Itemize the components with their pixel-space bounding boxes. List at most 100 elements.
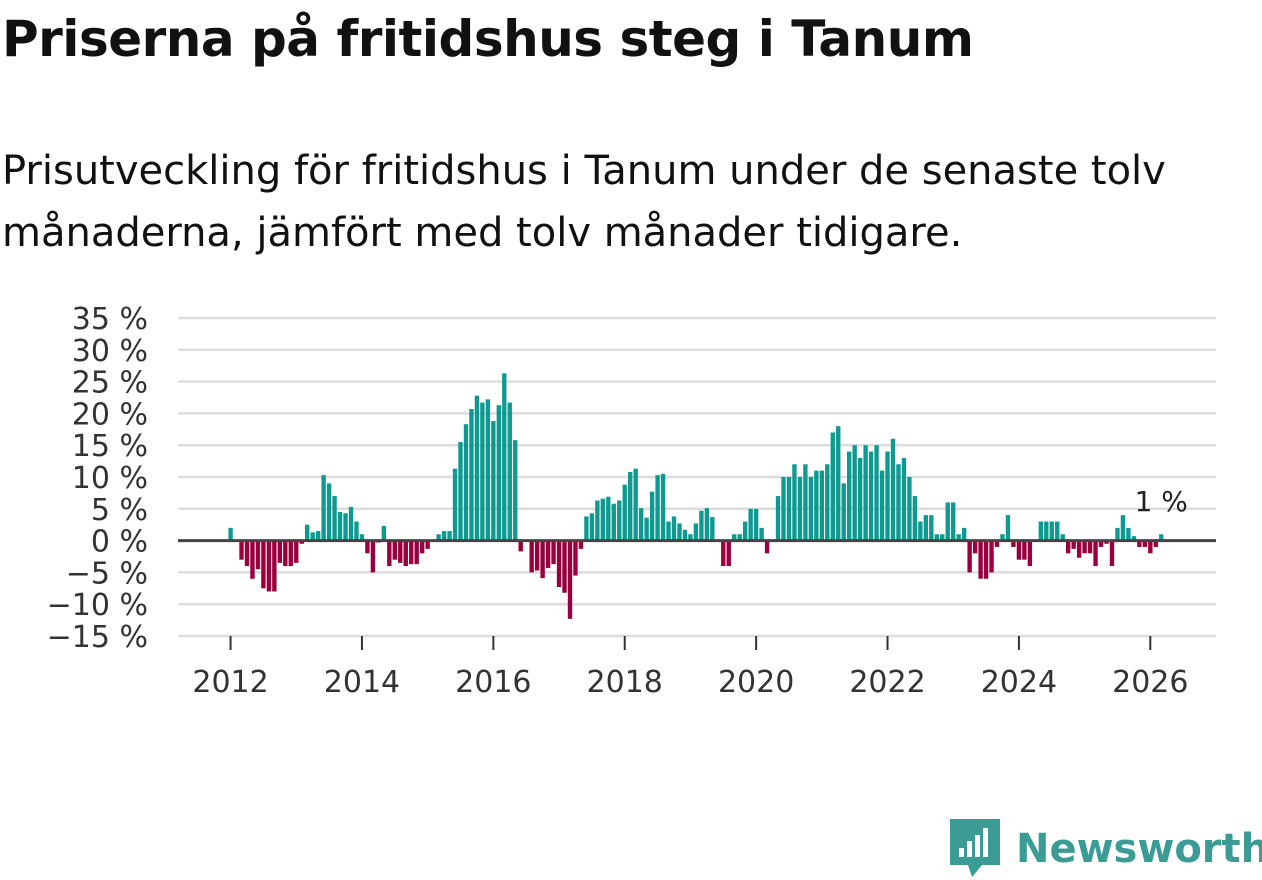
bar — [283, 540, 288, 567]
bar — [901, 457, 907, 541]
bar — [655, 475, 660, 541]
bar — [1071, 540, 1076, 549]
bar — [841, 483, 846, 541]
bar — [775, 496, 781, 541]
x-tick-label: 2014 — [324, 665, 400, 700]
bar — [852, 445, 857, 541]
y-tick-label: 5 % — [91, 493, 148, 528]
bar — [786, 477, 792, 541]
bar — [682, 529, 688, 541]
bar — [742, 521, 748, 541]
bar — [305, 524, 310, 541]
bar — [474, 395, 480, 541]
bar — [857, 457, 863, 541]
bar — [315, 531, 321, 541]
bar — [644, 517, 649, 541]
grid-lines — [178, 316, 1216, 638]
bar — [1109, 540, 1115, 567]
bar — [491, 421, 496, 541]
bar — [595, 500, 600, 541]
bar — [381, 525, 387, 541]
chart-subtitle: Prisutveckling för fritidshus i Tanum un… — [2, 148, 1166, 256]
bar — [250, 540, 255, 579]
bar — [441, 531, 447, 541]
bar — [573, 540, 578, 576]
bar — [929, 515, 934, 541]
y-tick-label: −5 % — [66, 556, 148, 591]
bar — [584, 516, 589, 541]
bar — [562, 540, 567, 593]
bar — [1038, 521, 1043, 541]
bar — [436, 534, 441, 541]
bar — [387, 540, 392, 567]
bar — [398, 540, 403, 563]
bar — [622, 484, 627, 541]
bar — [567, 540, 573, 619]
bar — [907, 477, 912, 541]
bar — [1131, 536, 1137, 541]
y-axis: −15 %−10 %−5 %0 %5 %10 %15 %20 %25 %30 %… — [47, 302, 148, 655]
bar — [556, 540, 562, 588]
bar — [277, 540, 283, 563]
bar — [403, 540, 408, 567]
chart-title: Priserna på fritidshus steg i Tanum — [2, 10, 974, 68]
bar — [660, 473, 666, 541]
bar — [912, 496, 918, 541]
bar — [918, 521, 923, 541]
bar — [469, 408, 474, 541]
bar — [578, 540, 584, 549]
bar — [321, 475, 326, 541]
y-tick-label: 30 % — [72, 334, 148, 369]
bar — [830, 432, 835, 541]
bar — [764, 540, 770, 554]
bar — [879, 470, 885, 541]
bar — [348, 506, 354, 541]
bar — [1000, 534, 1005, 541]
bar — [1011, 540, 1016, 547]
bar — [940, 534, 945, 541]
x-axis: 2012 2014 2016 2018 2020 2022 2024 2026 — [192, 636, 1188, 700]
bar — [1148, 540, 1153, 554]
bar — [956, 534, 961, 541]
bar — [485, 399, 491, 541]
bar — [753, 508, 759, 541]
bar — [1098, 540, 1104, 547]
bar — [967, 540, 972, 573]
bar — [392, 540, 397, 560]
bar — [354, 521, 359, 541]
bar — [294, 540, 299, 563]
bar — [266, 540, 272, 592]
bar — [721, 540, 726, 567]
bar — [1137, 540, 1142, 547]
bar — [463, 424, 469, 541]
bar — [1065, 540, 1071, 554]
bar — [502, 373, 507, 541]
bars — [228, 373, 1164, 619]
bar — [600, 498, 606, 541]
bar — [458, 442, 463, 541]
bar — [704, 508, 710, 541]
bar — [688, 534, 693, 541]
bar — [961, 527, 967, 541]
bar — [606, 496, 611, 541]
y-tick-label: −15 % — [47, 620, 148, 655]
bar — [814, 470, 819, 541]
y-tick-label: 25 % — [72, 366, 148, 401]
x-tick-label: 2012 — [192, 665, 268, 700]
bar — [951, 502, 956, 541]
bar — [370, 540, 376, 573]
bar — [1153, 540, 1158, 547]
bar — [1120, 515, 1126, 541]
x-tick-label: 2020 — [718, 665, 794, 700]
bar — [288, 540, 293, 567]
x-tick-label: 2026 — [1112, 665, 1188, 700]
newsworthy-logo-icon — [950, 819, 1000, 877]
bar — [419, 540, 425, 554]
bar — [409, 540, 414, 565]
bar — [819, 470, 825, 541]
x-tick-label: 2018 — [587, 665, 663, 700]
bar — [978, 540, 983, 579]
bar — [1115, 527, 1120, 541]
bar — [726, 540, 731, 567]
x-tick-label: 2022 — [849, 665, 925, 700]
